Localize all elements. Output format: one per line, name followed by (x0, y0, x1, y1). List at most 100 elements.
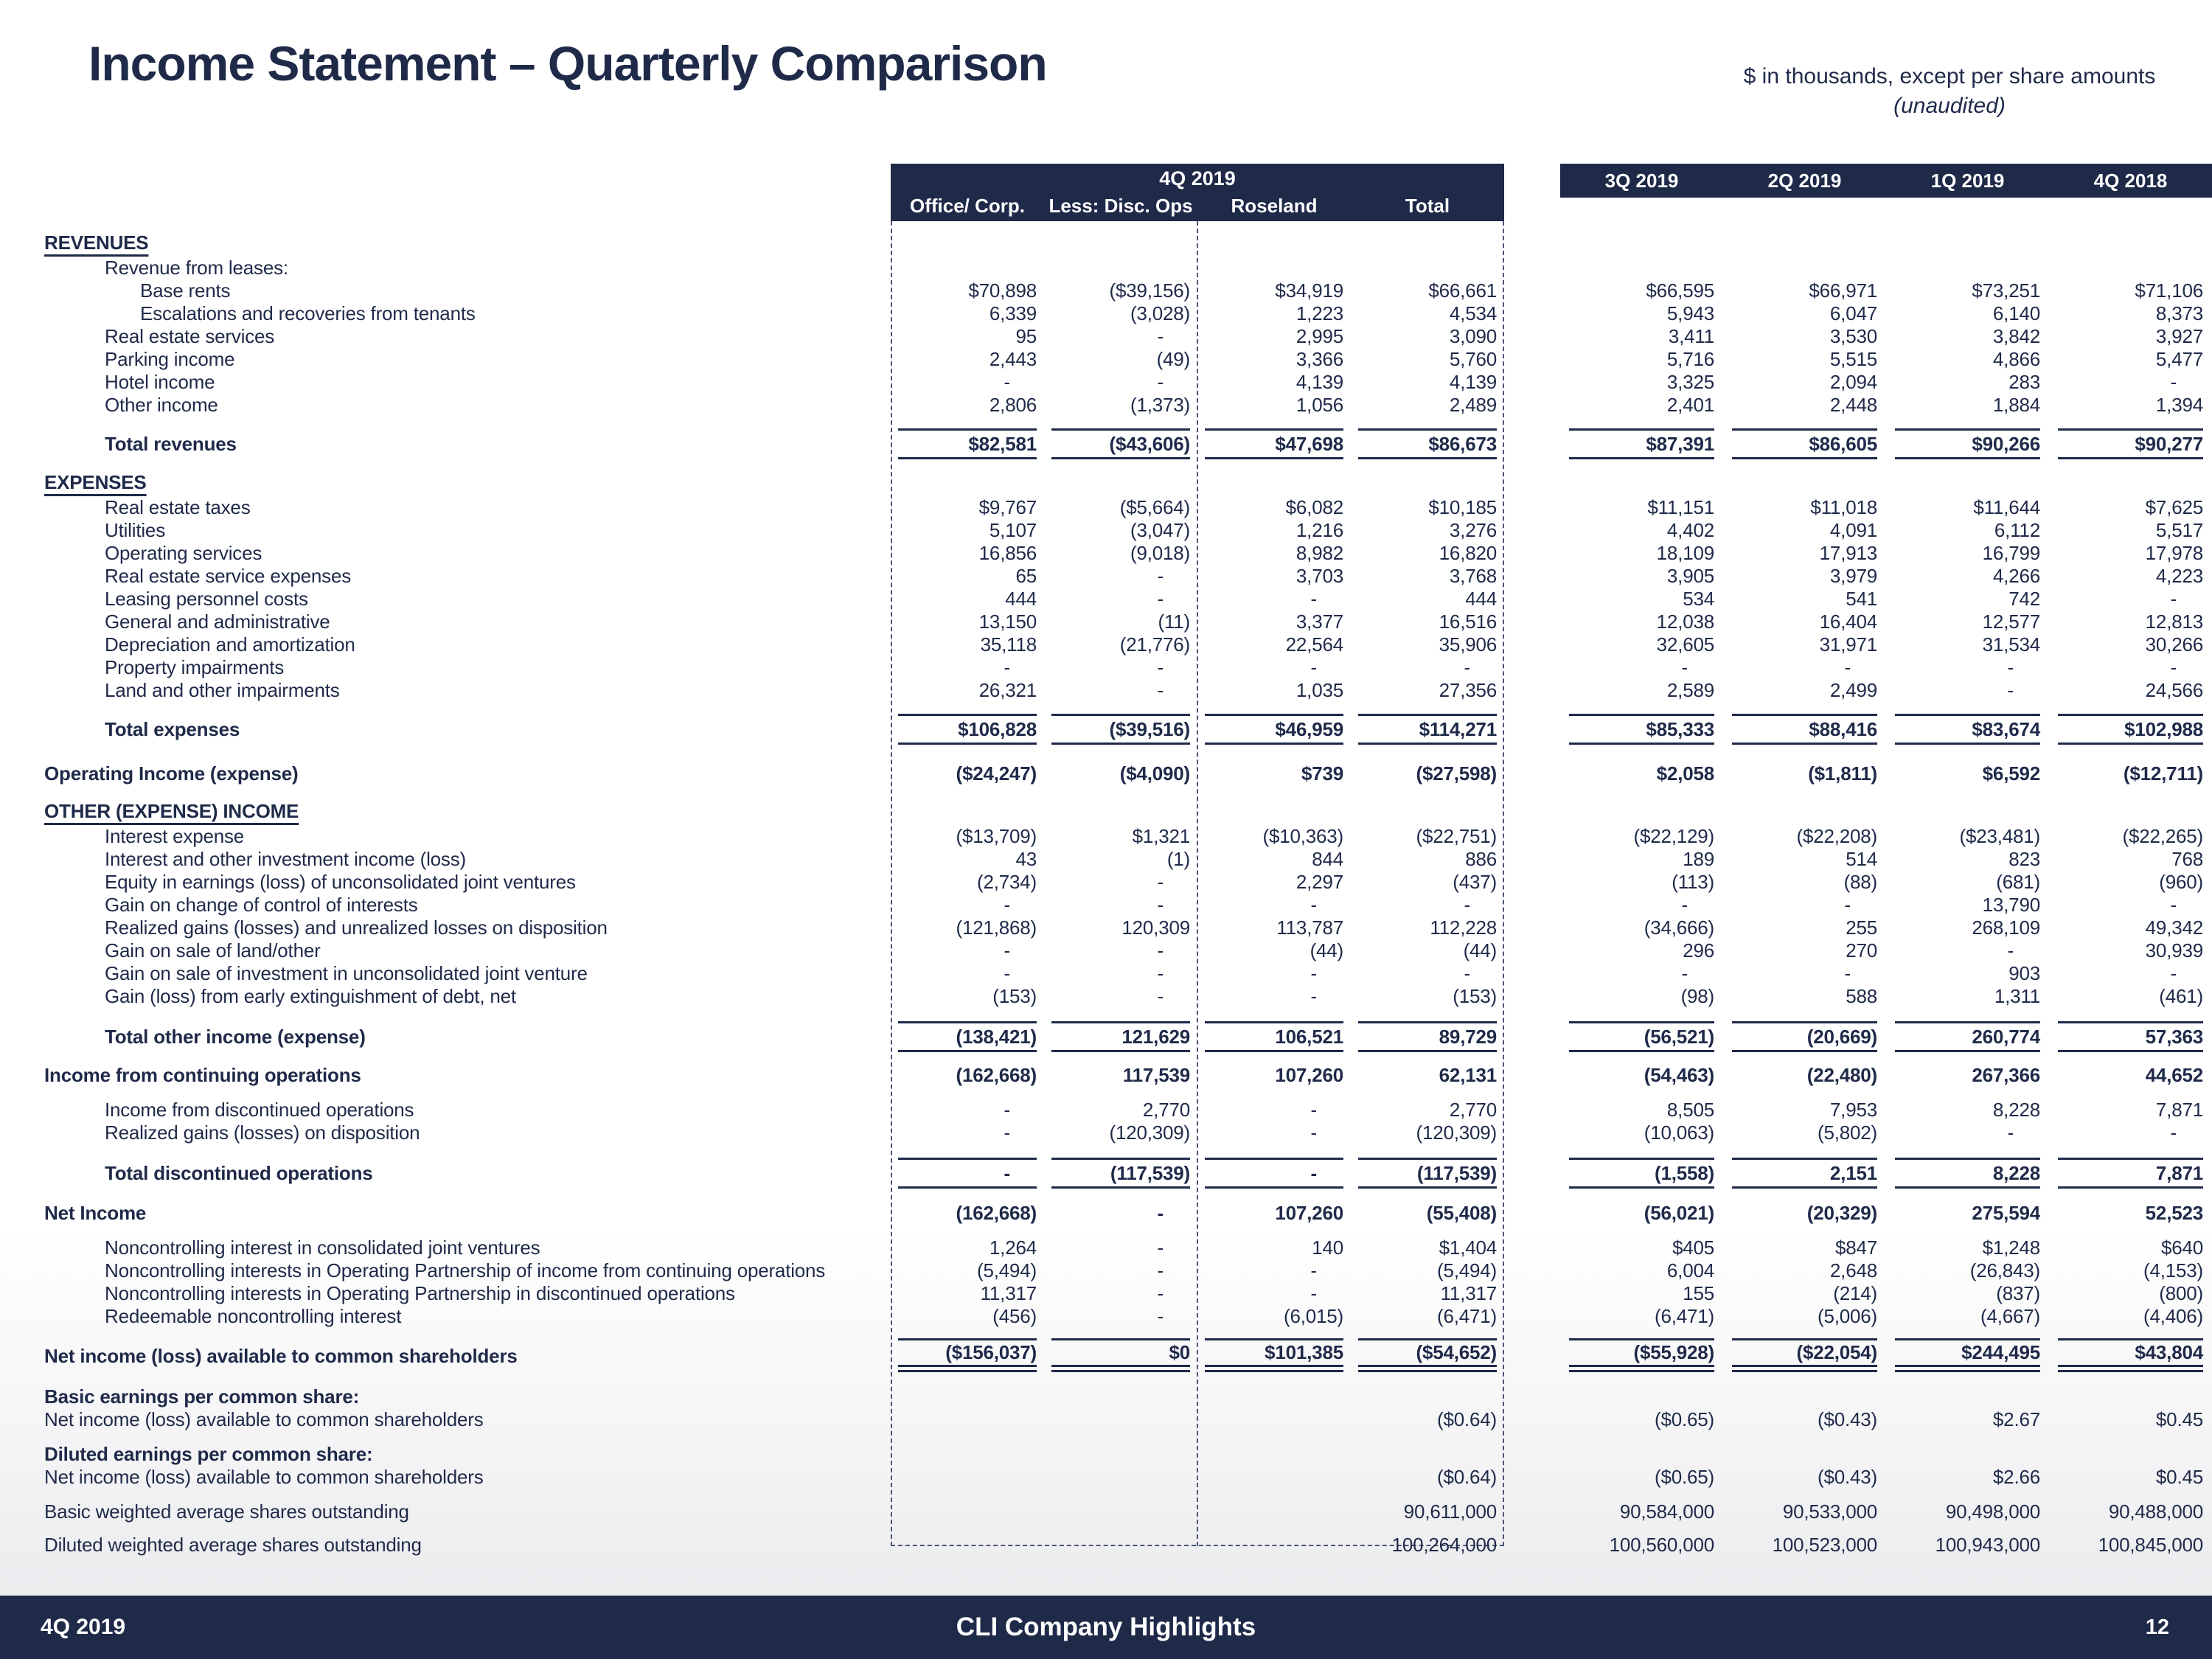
cell-value: 2,770 (1449, 1099, 1497, 1121)
value-cell: 444 (891, 588, 1044, 611)
cell-value: - (2170, 1121, 2177, 1144)
value-cell: - (891, 656, 1044, 679)
table-row: Noncontrolling interests in Operating Pa… (44, 1282, 2212, 1305)
cell-value: 3,768 (1449, 565, 1497, 587)
value-cell: 255 (1723, 917, 1886, 939)
cell-value: 2,806 (989, 394, 1037, 416)
cell-value: (11) (1158, 611, 1190, 633)
table-row: Realized gains (losses) and unrealized l… (44, 917, 2212, 939)
value-cell: - (1044, 939, 1197, 962)
cell-value: 17,913 (1819, 542, 1878, 564)
value-cell: - (1351, 894, 1504, 917)
cell-value: (20,669) (1732, 1021, 1877, 1052)
cell-value: 30,939 (2145, 939, 2204, 961)
row-label: Parking income (105, 348, 235, 370)
value-cell: (49) (1044, 348, 1197, 371)
cell-value: 4,534 (1449, 302, 1497, 324)
cell-value: (5,006) (1818, 1305, 1877, 1327)
value-cell: $2.66 (1886, 1466, 2049, 1489)
cell-value: $739 (1301, 762, 1343, 785)
value-cell: 11,317 (891, 1282, 1044, 1305)
value-cell: $2,058 (1560, 762, 1723, 785)
value-cell: ($22,265) (2049, 825, 2212, 848)
value-cell: 1,264 (891, 1237, 1044, 1259)
value-cell: 8,982 (1197, 542, 1351, 565)
row-label: Interest expense (105, 825, 245, 847)
value-cell: 4,402 (1560, 519, 1723, 542)
value-cell: ($13,709) (891, 825, 1044, 848)
cell-value: (26,843) (1969, 1259, 2040, 1281)
cell-value: 100,264,000 (1391, 1534, 1498, 1556)
value-cell: - (1044, 962, 1197, 985)
value-cell (1197, 1500, 1351, 1523)
cell-value: (55,408) (1426, 1202, 1497, 1224)
cell-value: $83,674 (1895, 714, 2040, 745)
cell-value: ($1,811) (1808, 762, 1877, 785)
cell-value: 7,953 (1829, 1099, 1877, 1121)
value-cell: - (1351, 656, 1504, 679)
table-row: Escalations and recoveries from tenants 6… (44, 302, 2212, 325)
cell-value: 7,871 (2058, 1158, 2203, 1189)
column-header: Office/ Corp. (909, 195, 1025, 217)
value-cell: 90,488,000 (2049, 1500, 2212, 1523)
cell-value: 2,995 (1295, 325, 1343, 347)
cell-value: ($5,664) (1119, 496, 1190, 518)
cell-value: $86,673 (1358, 428, 1497, 459)
row-label: Utilities (105, 519, 165, 541)
cell-value: 100,845,000 (2098, 1534, 2204, 1556)
value-cell (1197, 797, 1351, 825)
row-label: Operating Income (expense) (44, 762, 299, 785)
header-quarter-columns: 3Q 2019 2Q 2019 1Q 2019 4Q 2018 (1560, 164, 2212, 198)
value-cell: 90,611,000 (1351, 1500, 1504, 1523)
column-gap (1504, 1305, 1560, 1328)
units-note-line1: $ in thousands, except per share amounts (1743, 64, 2156, 88)
value-cell: - (1723, 962, 1886, 985)
cell-value: 120,309 (1121, 917, 1190, 939)
value-cell: $11,018 (1723, 496, 1886, 519)
value-cell: - (1886, 656, 2049, 679)
value-cell: - (891, 939, 1044, 962)
cell-value: - (1157, 325, 1164, 347)
cell-value: (10,063) (1644, 1121, 1714, 1144)
value-cell: (960) (2049, 871, 2212, 894)
cell-value: - (1157, 939, 1164, 961)
value-cell: 283 (1886, 371, 2049, 394)
value-cell: 100,845,000 (2049, 1534, 2212, 1557)
row-label: Escalations and recoveries from tenants (140, 302, 476, 324)
row-label: Noncontrolling interests in Operating Pa… (105, 1282, 735, 1304)
table-row: Noncontrolling interest in consolidated … (44, 1237, 2212, 1259)
value-cell: $2.67 (1886, 1408, 2049, 1431)
value-cell: (6,015) (1197, 1305, 1351, 1328)
value-cell: 52,523 (2049, 1202, 2212, 1225)
column-gap (1504, 1202, 1560, 1225)
cell-value: 90,584,000 (1619, 1500, 1714, 1523)
value-cell: $1,404 (1351, 1237, 1504, 1259)
value-cell: 1,216 (1197, 519, 1351, 542)
column-gap (1504, 468, 1560, 496)
value-cell: (461) (2049, 985, 2212, 1008)
column-gap (1504, 302, 1560, 325)
value-cell (891, 229, 1044, 257)
value-cell (1351, 797, 1504, 825)
value-cell: - (1197, 894, 1351, 917)
value-cell: 16,856 (891, 542, 1044, 565)
value-cell: 100,523,000 (1723, 1534, 1886, 1557)
value-cell: 89,729 (1351, 1021, 1504, 1052)
cell-value: 4,223 (2155, 565, 2203, 587)
cell-value: - (1157, 1282, 1164, 1304)
cell-value: 24,566 (2145, 679, 2204, 701)
row-label: Income from continuing operations (44, 1064, 361, 1086)
cell-value: ($156,037) (898, 1338, 1037, 1372)
row-label: Net Income (44, 1202, 147, 1224)
value-cell: 2,589 (1560, 679, 1723, 702)
row-label: Other income (105, 394, 218, 416)
row-label: General and administrative (105, 611, 330, 633)
cell-value: 2,499 (1829, 679, 1877, 701)
cell-value: - (2007, 656, 2014, 678)
value-cell: 4,534 (1351, 302, 1504, 325)
value-cell: 2,648 (1723, 1259, 1886, 1282)
value-cell: - (1197, 962, 1351, 985)
cell-value: $85,333 (1569, 714, 1714, 745)
cell-value: 8,982 (1295, 542, 1343, 564)
value-cell: 2,806 (891, 394, 1044, 417)
